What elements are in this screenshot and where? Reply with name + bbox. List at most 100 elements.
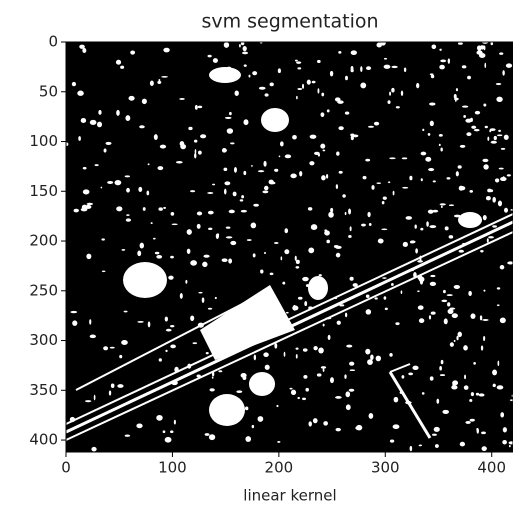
speckle (376, 42, 381, 47)
x-axis-label: linear kernel (243, 487, 336, 505)
speckle (389, 157, 395, 159)
speckle (495, 178, 499, 182)
speckle (243, 46, 247, 51)
speckle (282, 282, 285, 285)
speckle (81, 118, 86, 123)
speckle (206, 352, 209, 354)
speckle (417, 260, 423, 262)
speckle (421, 152, 427, 156)
speckle (454, 340, 456, 342)
speckle (91, 447, 96, 452)
speckle (235, 90, 239, 96)
speckle (220, 408, 225, 410)
speckle (253, 253, 256, 257)
speckle (304, 301, 307, 306)
speckle (226, 236, 233, 238)
speckle (70, 311, 77, 313)
speckle (487, 137, 489, 141)
speckle (198, 151, 202, 155)
speckle (335, 97, 341, 101)
speckle (415, 248, 418, 253)
speckle (460, 145, 465, 148)
speckle (276, 405, 278, 407)
speckle (353, 283, 358, 287)
speckle (244, 64, 247, 67)
speckle (90, 335, 96, 339)
speckle (328, 335, 331, 340)
speckle (410, 446, 413, 451)
speckle (305, 388, 309, 392)
speckle (416, 83, 419, 88)
speckle (198, 323, 204, 328)
speckle (187, 249, 191, 254)
speckle (226, 226, 231, 228)
speckle (428, 210, 434, 214)
speckle (302, 277, 309, 281)
speckle (449, 235, 454, 239)
speckle (198, 106, 203, 109)
speckle (249, 75, 251, 78)
segmentation-image (64, 40, 513, 452)
speckle (500, 177, 507, 181)
speckle (95, 164, 99, 166)
speckle (278, 121, 283, 125)
speckle (284, 352, 286, 357)
speckle (456, 88, 458, 91)
speckle (233, 192, 237, 197)
speckle (499, 168, 504, 170)
speckle (451, 385, 457, 389)
speckle (321, 175, 326, 180)
speckle (418, 305, 424, 310)
speckle (477, 45, 482, 50)
speckle (458, 42, 463, 45)
speckle (464, 375, 466, 380)
speckle (168, 276, 173, 280)
speckle (422, 129, 424, 132)
speckle (102, 270, 106, 272)
speckle (500, 412, 504, 417)
speckle (444, 318, 448, 324)
speckle (486, 196, 491, 200)
speckle (360, 83, 366, 89)
speckle (146, 191, 149, 196)
speckle (262, 191, 268, 194)
speckle (227, 128, 233, 134)
speckle (215, 297, 217, 299)
speckle (156, 280, 162, 283)
speckle (165, 317, 168, 322)
speckle (224, 149, 227, 151)
speckle (170, 256, 174, 259)
y-tick-label: 300 (29, 331, 58, 349)
speckle (395, 322, 399, 325)
speckle (350, 369, 355, 371)
speckle (239, 44, 241, 47)
speckle (116, 206, 122, 211)
y-tick-label: 350 (29, 381, 58, 399)
speckle (151, 222, 153, 224)
speckle (344, 374, 346, 379)
speckle (462, 106, 468, 108)
speckle (318, 348, 324, 354)
speckle (297, 67, 301, 69)
speckle (496, 83, 502, 85)
speckle (321, 93, 324, 97)
speckle (138, 187, 142, 192)
speckle (270, 83, 274, 87)
speckle (419, 445, 422, 447)
speckle (439, 134, 443, 137)
speckle (402, 187, 408, 189)
speckle (251, 377, 253, 380)
speckle (321, 112, 325, 117)
speckle (70, 417, 75, 422)
speckle (290, 174, 296, 179)
speckle (180, 141, 185, 146)
speckle (485, 126, 488, 128)
speckle (498, 361, 500, 366)
speckle (460, 442, 465, 447)
speckle (489, 189, 493, 192)
speckle (295, 256, 297, 261)
speckle (469, 399, 472, 402)
speckle (121, 340, 128, 345)
speckle (327, 109, 330, 112)
speckle (208, 308, 212, 310)
